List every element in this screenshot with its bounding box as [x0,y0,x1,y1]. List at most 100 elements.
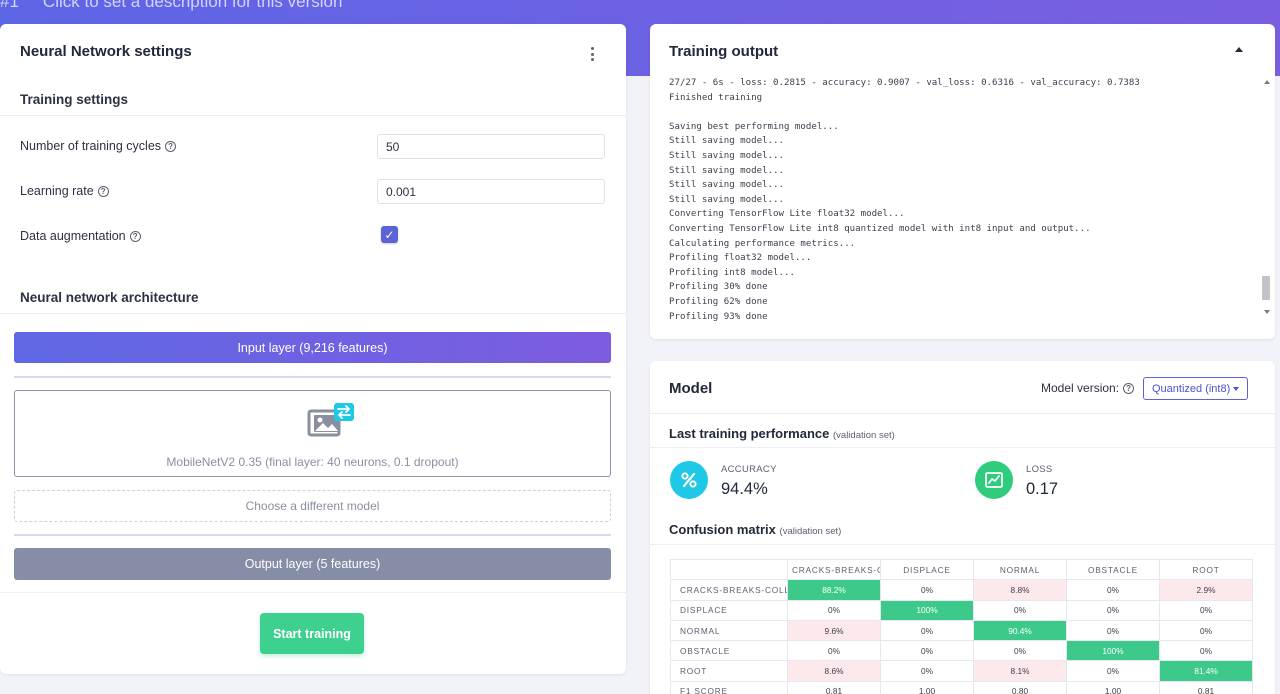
log-line: Still saving model... [669,165,784,176]
table-row: OBSTACLE 0% 0% 0% 100% 0% [670,640,1253,662]
row-header: F1 SCORE [670,680,788,694]
output-layer-block[interactable]: Output layer (5 features) [14,548,611,580]
matrix-cell: 0% [880,660,974,682]
matrix-cell: 8.8% [973,579,1067,601]
matrix-cell: 8.1% [973,660,1067,682]
table-row: ROOT 8.6% 0% 8.1% 0% 81.4% [670,660,1253,682]
matrix-cell: 0% [880,619,974,642]
matrix-cell: 1.00 [1066,680,1160,694]
confusion-matrix-title-text: Confusion matrix [669,522,776,537]
confusion-matrix-table: CRACKS-BREAKS-C DISPLACE NORMAL OBSTACLE ROO… [670,558,1253,694]
row-header: CRACKS-BREAKS-COLLA [670,579,788,601]
divider [650,544,1275,545]
confusion-matrix-title: Confusion matrix (validation set) [669,522,841,537]
percent-icon [670,461,708,499]
training-cycles-input[interactable] [377,134,605,159]
help-icon[interactable]: ? [165,140,177,152]
matrix-cell: 0% [973,640,1067,662]
log-line: Still saving model... [669,136,784,147]
training-log: 27/27 - 6s - loss: 0.2815 - accuracy: 0.… [669,76,1254,324]
matrix-cell: 100% [880,599,974,621]
column-header: CRACKS-BREAKS-C [787,558,881,581]
model-version-label-text: Model version: [1041,381,1120,395]
log-line: Profiling 62% done [669,296,768,307]
column-header: OBSTACLE [1066,558,1160,581]
architecture-title: Neural network architecture [20,290,199,305]
training-output-title: Training output [669,43,779,60]
log-line: Converting TensorFlow Lite int8 quantize… [669,223,1091,234]
learning-rate-label-text: Learning rate [20,184,94,198]
matrix-cell: 0% [880,579,974,601]
divider [0,592,626,593]
log-line: Finished training [669,92,763,103]
matrix-cell: 0% [1159,619,1253,642]
corner-cell [670,558,788,581]
matrix-cell: 100% [1066,640,1160,662]
divider [650,447,1275,448]
matrix-cell: 0% [787,640,881,662]
data-augmentation-checkbox[interactable]: ✓ [381,226,398,243]
scrollbar-thumb[interactable] [1262,276,1270,300]
help-icon[interactable]: ? [129,230,141,242]
layer-separator [14,534,611,536]
matrix-cell: 0.81 [1159,680,1253,694]
model-description: MobileNetV2 0.35 (final layer: 40 neuron… [166,455,459,469]
model-title: Model [669,380,713,397]
learning-rate-label: Learning rate ? [20,184,109,198]
log-line: Still saving model... [669,180,784,191]
chevron-down-icon [1233,386,1239,391]
more-options-icon[interactable] [588,47,596,61]
accuracy-label: ACCURACY [721,464,777,475]
last-performance-note: (validation set) [833,430,895,441]
matrix-cell: 0% [1066,619,1160,642]
loss-label: LOSS [1026,464,1053,475]
matrix-cell: 0% [1066,660,1160,682]
matrix-cell: 8.6% [787,660,881,682]
choose-model-button[interactable]: Choose a different model [14,490,611,522]
matrix-cell: 0% [1066,579,1160,601]
log-line: Profiling 30% done [669,282,768,293]
collapse-caret-icon[interactable] [1235,47,1243,52]
table-row: CRACKS-BREAKS-COLLA 88.2% 0% 8.8% 0% 2.9% [670,579,1253,601]
divider [0,313,626,314]
cycles-label-text: Number of training cycles [20,139,162,153]
table-row: F1 SCORE 0.81 1.00 0.80 1.00 0.81 [670,680,1253,694]
input-layer-block[interactable]: Input layer (9,216 features) [14,332,611,363]
last-performance-title-text: Last training performance [669,426,830,441]
model-version-value: Quantized (int8) [1152,382,1231,395]
confusion-matrix-header: CRACKS-BREAKS-C DISPLACE NORMAL OBSTACLE ROO… [670,558,1253,581]
matrix-cell: 1.00 [880,680,974,694]
scroll-up-icon[interactable] [1264,80,1270,84]
nn-settings-title: Neural Network settings [20,43,192,60]
learning-rate-input[interactable] [377,179,605,204]
version-description[interactable]: #1 Click to set a description for this ve… [0,0,342,12]
scroll-down-icon[interactable] [1264,310,1270,314]
training-output-panel: Training output 27/27 - 6s - loss: 0.281… [650,24,1275,339]
matrix-cell: 0% [880,640,974,662]
row-header: DISPLACE [670,599,788,621]
chart-icon [975,461,1013,499]
log-line: 27/27 - 6s - loss: 0.2815 - accuracy: 0.… [669,78,1140,88]
loss-value: 0.17 [1026,480,1059,498]
matrix-cell: 0% [787,599,881,621]
model-block[interactable]: MobileNetV2 0.35 (final layer: 40 neuron… [14,390,611,477]
help-icon[interactable]: ? [1123,382,1135,394]
row-header: NORMAL [670,619,788,642]
help-icon[interactable]: ? [97,185,109,197]
cycles-label: Number of training cycles ? [20,139,177,153]
start-training-button[interactable]: Start training [260,613,364,654]
table-row: NORMAL 9.6% 0% 90.4% 0% 0% [670,619,1253,642]
log-line: Saving best performing model... [669,121,839,132]
log-line: Calculating performance metrics... [669,238,856,249]
log-line: Still saving model... [669,150,784,161]
image-model-icon [307,403,354,437]
log-line: Profiling int8 model... [669,267,795,278]
matrix-cell: 90.4% [973,619,1067,642]
log-line [669,105,1254,120]
row-header: ROOT [670,660,788,682]
confusion-matrix-body: CRACKS-BREAKS-COLLA 88.2% 0% 8.8% 0% 2.9% DISP… [670,579,1253,694]
model-version-dropdown[interactable]: Quantized (int8) [1143,377,1248,400]
model-version-label: Model version: ? [1041,381,1135,395]
row-header: OBSTACLE [670,640,788,662]
matrix-cell: 9.6% [787,619,881,642]
